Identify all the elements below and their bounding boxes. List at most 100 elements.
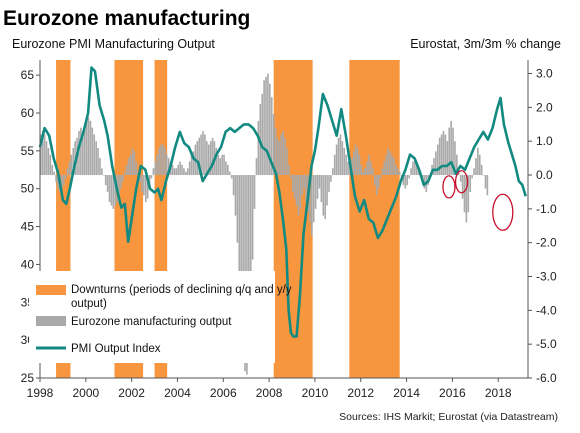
output-bar: [257, 120, 260, 176]
right-tick-label: 1.0: [536, 134, 553, 148]
output-bar: [448, 127, 451, 176]
output-bar: [249, 175, 252, 318]
x-tick-label: 2010: [302, 386, 329, 400]
legend: Downturns (periods of declining q/q and …: [29, 271, 292, 363]
left-axis-label: Eurozone PMI Manufacturing Output: [12, 37, 215, 51]
output-bar: [200, 134, 202, 176]
output-bar: [221, 154, 223, 176]
output-bar: [60, 175, 63, 189]
output-bar: [141, 175, 143, 192]
output-bar: [101, 168, 103, 176]
output-bar: [330, 175, 332, 182]
right-tick-label: -1.0: [536, 202, 557, 216]
output-bar: [164, 147, 166, 176]
output-bar: [465, 175, 468, 223]
output-bar: [158, 147, 160, 176]
output-bar: [160, 144, 162, 176]
output-bar: [211, 137, 214, 176]
output-bar: [183, 168, 185, 176]
output-bar: [480, 164, 483, 176]
left-tick-label: 65: [21, 68, 35, 82]
output-bar: [290, 175, 292, 179]
output-bar: [326, 175, 328, 206]
output-bar: [393, 158, 395, 176]
output-bar: [373, 175, 376, 186]
output-bar: [265, 76, 267, 176]
legend-swatch-downturns: [36, 285, 66, 295]
output-bar: [316, 175, 319, 199]
output-bar: [478, 154, 481, 176]
output-bar: [106, 175, 109, 192]
output-bar: [379, 175, 382, 179]
output-bar: [251, 175, 254, 260]
x-tick-label: 2014: [393, 386, 420, 400]
output-bar: [423, 175, 426, 189]
output-bar: [123, 171, 126, 176]
output-bar: [282, 131, 284, 176]
output-bar: [192, 151, 195, 176]
output-bar: [383, 161, 386, 176]
output-bar: [454, 141, 456, 176]
output-bar: [253, 175, 256, 209]
x-tick-label: 2000: [72, 386, 99, 400]
output-bar: [398, 171, 401, 176]
output-bar: [129, 154, 132, 176]
pmi-output-line: [38, 66, 527, 338]
legend-label-downturns-1: Downturns (periods of declining q/q and …: [71, 284, 292, 296]
output-bar: [433, 158, 435, 176]
output-bar: [207, 144, 210, 176]
output-bar: [442, 131, 445, 176]
output-bar: [47, 147, 50, 176]
output-bar: [64, 175, 67, 179]
output-bar: [175, 168, 178, 176]
output-bar: [486, 175, 489, 196]
output-bar: [381, 168, 384, 176]
output-bar: [339, 134, 342, 176]
output-bar: [196, 141, 199, 176]
highlight-ellipse: [492, 193, 514, 231]
x-tick-label: 2016: [439, 386, 466, 400]
output-bar: [314, 175, 317, 209]
output-bar: [475, 158, 477, 176]
left-tick-label: 55: [21, 144, 35, 158]
output-bar: [477, 147, 479, 176]
highlight-ellipse: [454, 170, 469, 194]
output-bar: [104, 175, 107, 186]
output-bar: [322, 175, 325, 216]
output-bar: [41, 131, 44, 176]
highlight-ellipse: [442, 175, 456, 199]
output-bar: [72, 147, 75, 176]
right-tick-label: -6.0: [536, 371, 557, 385]
output-bar: [133, 151, 136, 176]
output-bar: [412, 161, 414, 176]
output-bar: [276, 137, 279, 176]
output-bar: [267, 73, 269, 176]
output-bar: [102, 175, 105, 176]
output-bar: [293, 175, 296, 199]
output-bar: [152, 168, 155, 176]
output-bar: [167, 158, 170, 176]
right-tick-label: -5.0: [536, 337, 557, 351]
output-bar: [473, 168, 475, 176]
output-bar: [402, 175, 405, 186]
output-bar: [269, 83, 271, 176]
output-bar: [404, 175, 407, 189]
output-bar: [324, 175, 326, 219]
output-bar: [261, 93, 263, 176]
downturn-band: [349, 60, 400, 378]
x-tick-label: 2006: [210, 386, 237, 400]
right-tick-labels: 3.0 2.0 1.0 0.0 -1.0 -2.0 -3.0 -4.0 -5.0 -6.0: [528, 67, 557, 385]
output-bar: [286, 147, 288, 176]
output-bar: [274, 127, 277, 176]
output-bar: [68, 161, 71, 176]
output-bar: [467, 175, 470, 213]
output-bar: [389, 151, 391, 176]
output-bar: [301, 175, 304, 196]
output-bar: [391, 154, 393, 176]
output-bar: [343, 147, 346, 176]
output-bar: [387, 147, 389, 176]
output-bar: [368, 154, 370, 176]
output-bar: [57, 175, 59, 189]
output-bar: [215, 147, 218, 176]
output-bar: [40, 134, 42, 176]
